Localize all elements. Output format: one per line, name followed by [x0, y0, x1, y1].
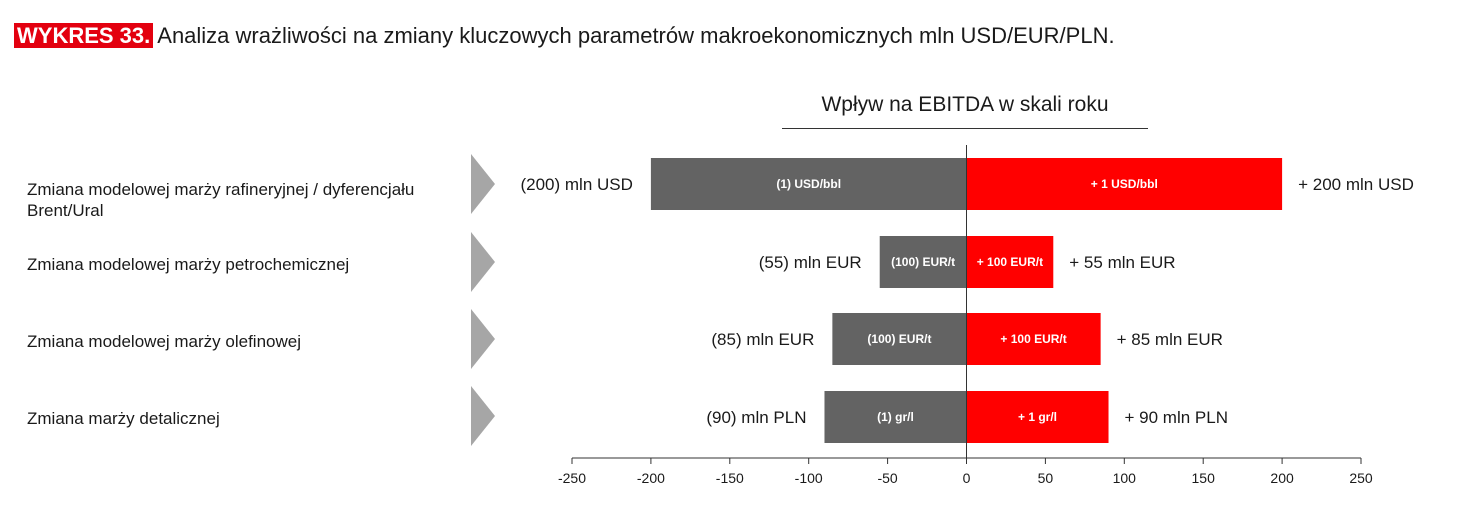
bar-label-negative: (100) EUR/t	[891, 255, 955, 269]
row-label-olefin-margin: Zmiana modelowej marży olefinowej	[27, 332, 302, 351]
x-tick-label: -200	[637, 470, 665, 486]
x-tick-label: 0	[963, 470, 971, 486]
bar-positive	[966, 236, 1054, 288]
x-tick-label: -100	[795, 470, 823, 486]
bar-positive	[966, 158, 1283, 210]
x-tick-label: -250	[558, 470, 586, 486]
end-label-negative: (200) mln USD	[520, 175, 632, 194]
bar-label-positive: + 1 USD/bbl	[1091, 177, 1158, 191]
bar-positive	[966, 313, 1101, 365]
x-tick-label: 100	[1113, 470, 1137, 486]
x-tick-label: 200	[1270, 470, 1294, 486]
chart-title: Wpływ na EBITDA w skali roku	[821, 93, 1109, 116]
chevron-icon	[471, 154, 495, 214]
bar-label-negative: (100) EUR/t	[867, 332, 931, 346]
end-label-positive: + 55 mln EUR	[1069, 253, 1175, 272]
end-label-positive: + 90 mln PLN	[1125, 408, 1228, 427]
end-label-positive: + 85 mln EUR	[1117, 330, 1223, 349]
end-label-negative: (55) mln EUR	[759, 253, 862, 272]
end-label-positive: + 200 mln USD	[1298, 175, 1414, 194]
chevron-icon	[471, 232, 495, 292]
chart-title-underline	[782, 128, 1148, 129]
x-tick-label: 150	[1192, 470, 1216, 486]
row-label-retail-margin: Zmiana marży detalicznej	[27, 409, 220, 428]
bar-positive	[966, 391, 1109, 443]
x-tick-label: -50	[877, 470, 897, 486]
bar-negative	[832, 313, 967, 365]
bar-negative	[824, 391, 967, 443]
chevron-icon	[471, 309, 495, 369]
figure-tag: WYKRES 33.	[14, 23, 154, 48]
chevron-icon	[471, 386, 495, 446]
x-tick-label: 250	[1349, 470, 1373, 486]
bar-label-negative: (1) gr/l	[877, 410, 914, 424]
bar-negative	[879, 236, 967, 288]
end-label-negative: (90) mln PLN	[706, 408, 806, 427]
x-tick-label: 50	[1038, 470, 1054, 486]
bar-label-positive: + 100 EUR/t	[977, 255, 1043, 269]
row-label-petrochemical-margin: Zmiana modelowej marży petrochemicznej	[27, 255, 350, 274]
row-label-refining-margin: Zmiana modelowej marży rafineryjnej / dy…	[27, 180, 415, 220]
chart-header: WYKRES 33. Analiza wrażliwości na zmiany …	[14, 22, 1115, 50]
bar-label-negative: (1) USD/bbl	[776, 177, 841, 191]
end-label-negative: (85) mln EUR	[711, 330, 814, 349]
bar-label-positive: + 100 EUR/t	[1000, 332, 1066, 346]
bar-label-positive: + 1 gr/l	[1018, 410, 1057, 424]
x-tick-label: -150	[716, 470, 744, 486]
figure-title: Analiza wrażliwości na zmiany kluczowych…	[157, 23, 1115, 48]
bar-negative	[650, 158, 967, 210]
